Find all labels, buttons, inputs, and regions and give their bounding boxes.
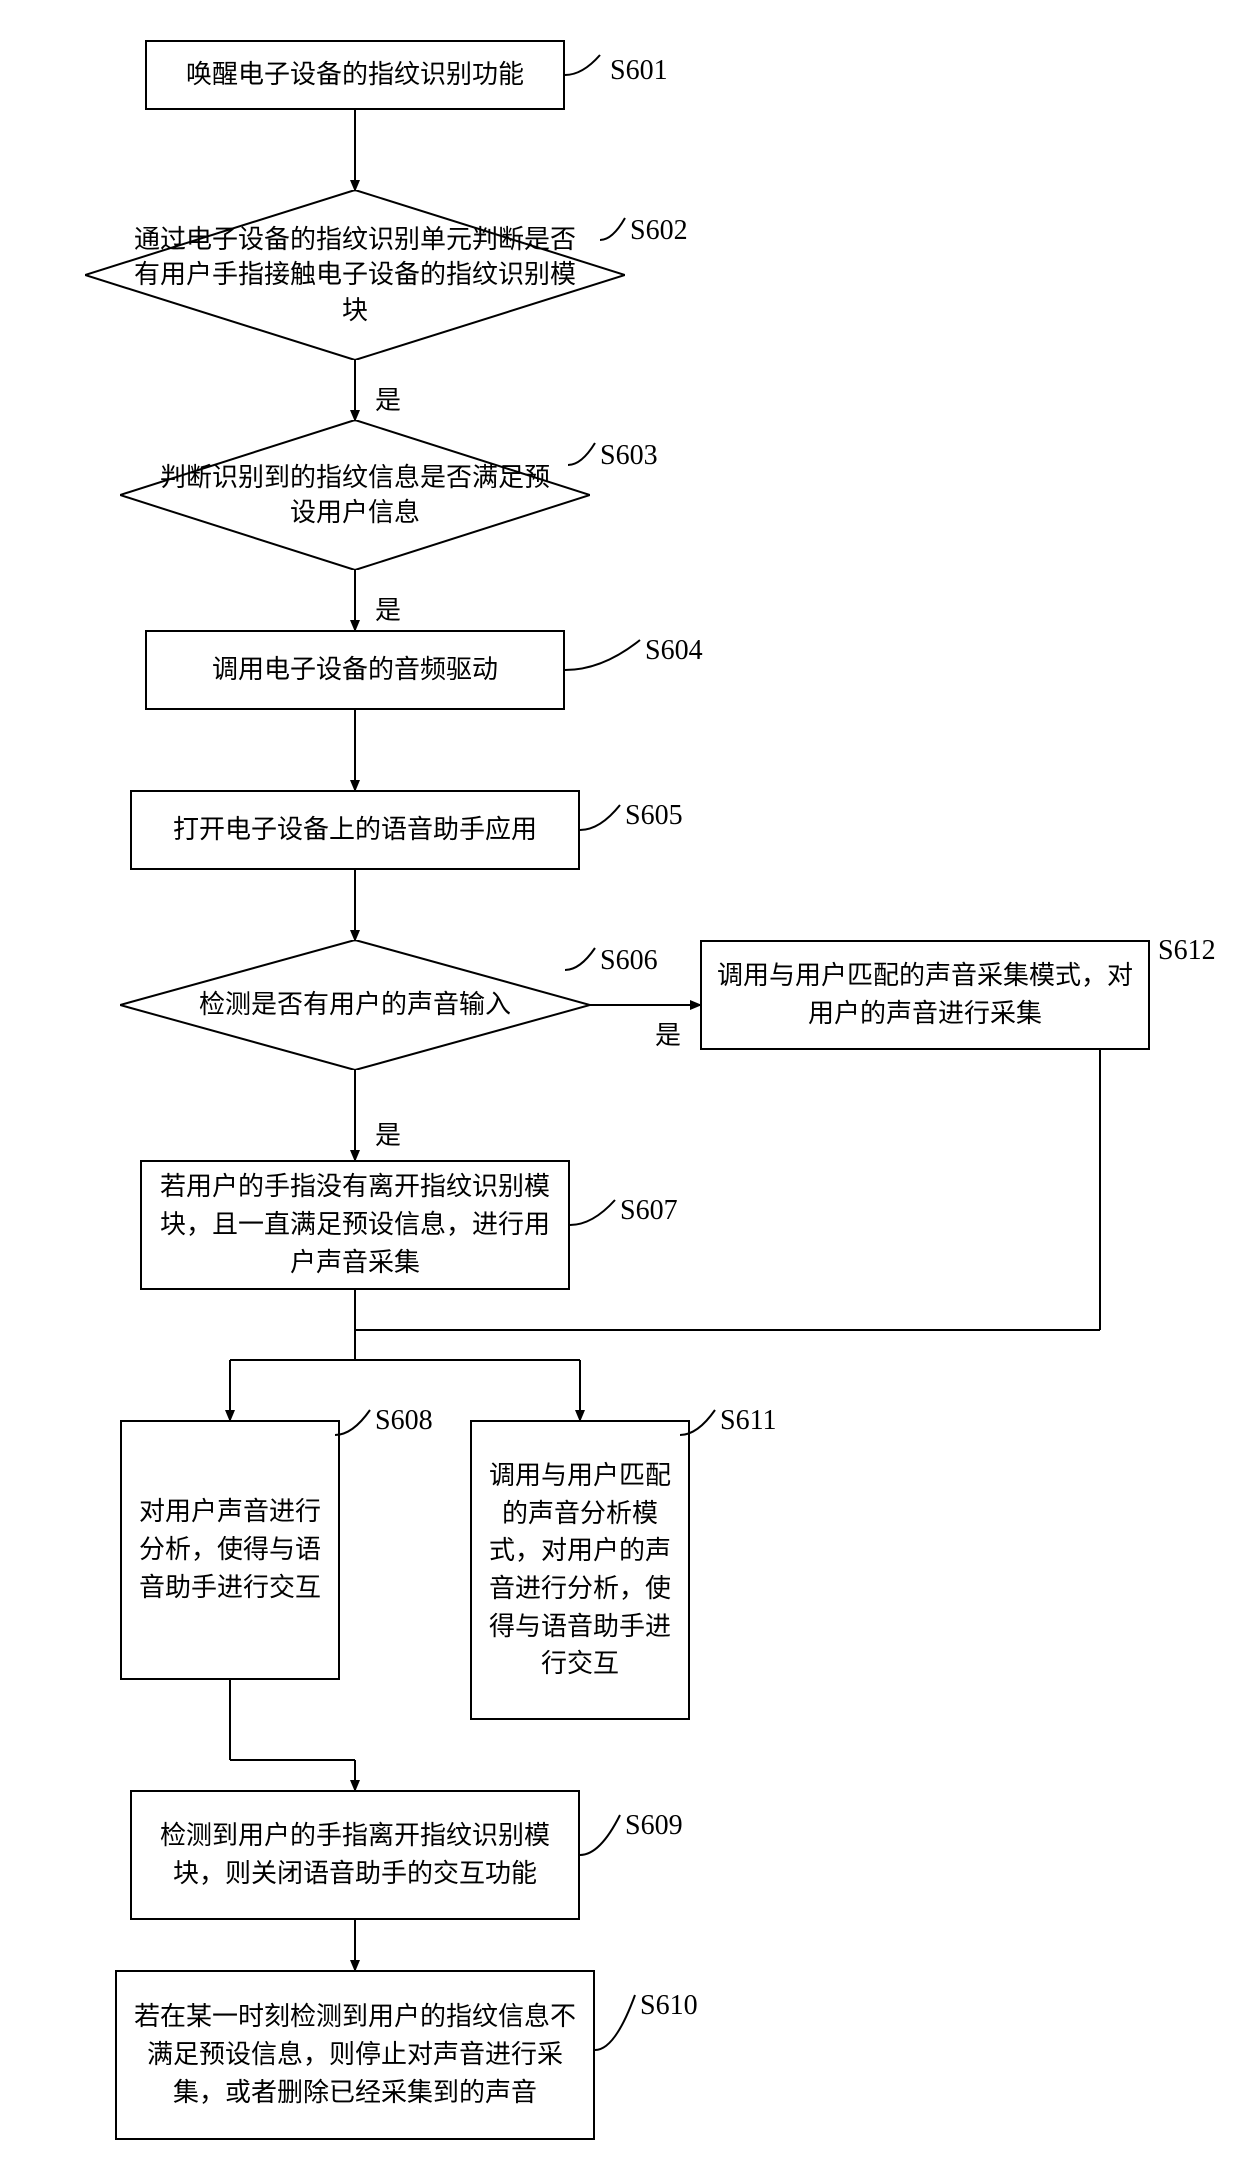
flowchart-node-s611: 调用与用户匹配的声音分析模式，对用户的声音进行分析，使得与语音助手进行交互	[470, 1420, 690, 1720]
flowchart-node-s608: 对用户声音进行分析，使得与语音助手进行交互	[120, 1420, 340, 1680]
node-text: 若在某一时刻检测到用户的指纹信息不满足预设信息，则停止对声音进行采集，或者删除已…	[127, 1998, 583, 2111]
edge-label-e606_607: 是	[375, 1115, 401, 1152]
flowchart-node-s607: 若用户的手指没有离开指纹识别模块，且一直满足预设信息，进行用户声音采集	[140, 1160, 570, 1290]
step-label-s601: S601	[610, 55, 668, 87]
step-label-s612: S612	[1158, 935, 1216, 967]
step-label-s607: S607	[620, 1195, 678, 1227]
node-text: 对用户声音进行分析，使得与语音助手进行交互	[132, 1493, 328, 1606]
node-text: 通过电子设备的指纹识别单元判断是否有用户手指接触电子设备的指纹识别模块	[125, 222, 585, 327]
flowchart-node-s605: 打开电子设备上的语音助手应用	[130, 790, 580, 870]
flowchart-decision-s603: 判断识别到的指纹信息是否满足预设用户信息	[120, 420, 590, 570]
node-text: 唤醒电子设备的指纹识别功能	[186, 56, 524, 94]
flowchart-node-s601: 唤醒电子设备的指纹识别功能	[145, 40, 565, 110]
edge-label-e606_612: 是	[655, 1015, 681, 1052]
flowchart-decision-s602: 通过电子设备的指纹识别单元判断是否有用户手指接触电子设备的指纹识别模块	[85, 190, 625, 360]
step-label-s608: S608	[375, 1405, 433, 1437]
node-text: 判断识别到的指纹信息是否满足预设用户信息	[160, 460, 550, 530]
flowchart-node-s610: 若在某一时刻检测到用户的指纹信息不满足预设信息，则停止对声音进行采集，或者删除已…	[115, 1970, 595, 2140]
flowchart-node-s612: 调用与用户匹配的声音采集模式，对用户的声音进行采集	[700, 940, 1150, 1050]
node-text: 检测是否有用户的声音输入	[199, 987, 511, 1022]
flowchart-decision-s606: 检测是否有用户的声音输入	[120, 940, 590, 1070]
flowchart-node-s604: 调用电子设备的音频驱动	[145, 630, 565, 710]
node-text: 若用户的手指没有离开指纹识别模块，且一直满足预设信息，进行用户声音采集	[152, 1168, 558, 1281]
step-label-s603: S603	[600, 440, 658, 472]
step-label-s606: S606	[600, 945, 658, 977]
step-label-s604: S604	[645, 635, 703, 667]
step-label-s602: S602	[630, 215, 688, 247]
node-text: 调用与用户匹配的声音分析模式，对用户的声音进行分析，使得与语音助手进行交互	[482, 1457, 678, 1683]
step-label-s609: S609	[625, 1810, 683, 1842]
node-text: 打开电子设备上的语音助手应用	[173, 811, 537, 849]
flowchart-node-s609: 检测到用户的手指离开指纹识别模块，则关闭语音助手的交互功能	[130, 1790, 580, 1920]
step-label-s610: S610	[640, 1990, 698, 2022]
node-text: 检测到用户的手指离开指纹识别模块，则关闭语音助手的交互功能	[142, 1817, 568, 1892]
step-label-s611: S611	[720, 1405, 777, 1437]
node-text: 调用与用户匹配的声音采集模式，对用户的声音进行采集	[712, 957, 1138, 1032]
edge-label-e603_604: 是	[375, 590, 401, 627]
node-text: 调用电子设备的音频驱动	[212, 651, 498, 689]
edge-label-e602_603: 是	[375, 380, 401, 417]
step-label-s605: S605	[625, 800, 683, 832]
